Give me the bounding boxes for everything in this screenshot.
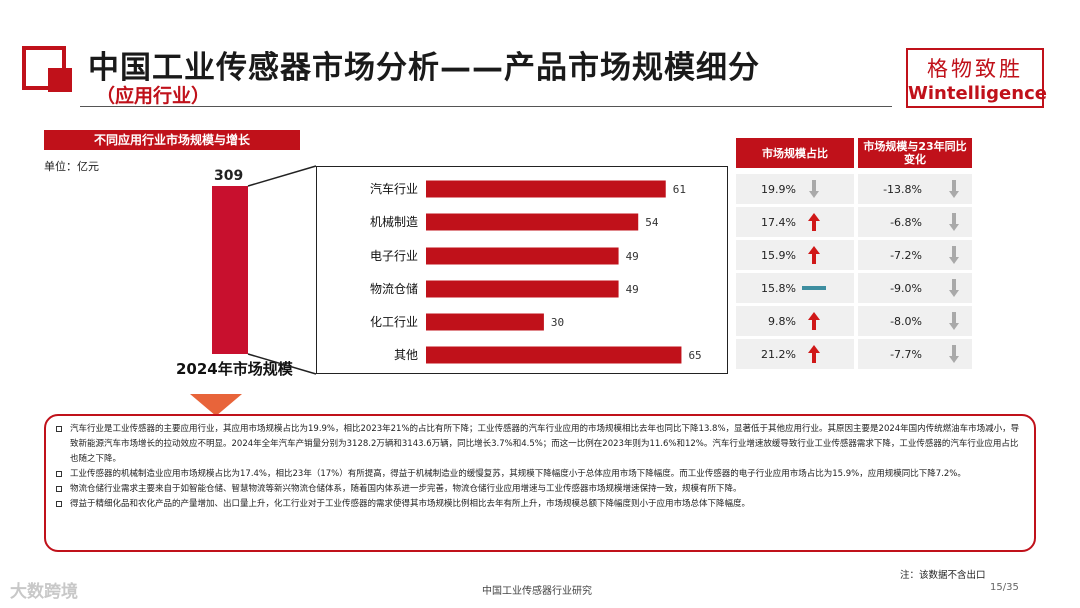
share-value: 15.8%	[761, 281, 796, 295]
bar-value-label: 61	[673, 183, 686, 196]
page-number: 15/35	[990, 582, 1019, 593]
bullet-icon	[56, 426, 62, 432]
total-bar	[212, 186, 248, 354]
share-value: 9.8%	[768, 314, 796, 328]
change-value: -6.8%	[890, 215, 922, 229]
note-item: 工业传感器的机械制造业应用市场规模占比为17.4%，相比23年（17%）有所提高…	[56, 467, 1020, 482]
category-label: 化工行业	[370, 315, 418, 329]
bar	[426, 346, 682, 364]
arrow-down-gray-icon	[942, 279, 966, 297]
table-cell-share: 17.4%	[736, 207, 854, 237]
down-arrow-icon	[190, 394, 242, 416]
table-cell-change: -7.2%	[858, 240, 972, 270]
note-item: 得益于精细化品和农化产品的产量增加、出口量上升，化工行业对于工业传感器的需求使得…	[56, 497, 1020, 512]
arrow-up-red-icon	[802, 312, 826, 330]
category-label: 其他	[394, 348, 418, 362]
bar	[426, 213, 639, 231]
arrow-up-red-icon	[802, 213, 826, 231]
category-label: 电子行业	[370, 249, 418, 263]
change-value: -8.0%	[890, 314, 922, 328]
change-value: -9.0%	[890, 281, 922, 295]
note-item: 汽车行业是工业传感器的主要应用行业，其应用市场规模占比为19.9%，相比2023…	[56, 422, 1020, 467]
table-cell-change: -8.0%	[858, 306, 972, 336]
table-header-change: 市场规模与23年同比变化	[858, 138, 972, 168]
category-label: 机械制造	[370, 214, 418, 229]
page-title: 中国工业传感器市场分析——产品市场规模细分	[88, 50, 760, 86]
table-cell-change: -6.8%	[858, 207, 972, 237]
table-cell-change: -13.8%	[858, 174, 972, 204]
arrow-down-gray-icon	[942, 180, 966, 198]
bullet-icon	[56, 471, 62, 477]
connector-line-bottom	[247, 353, 317, 375]
page-subtitle: （应用行业）	[96, 85, 211, 107]
bar-value-label: 30	[551, 316, 564, 329]
bar-value-label: 65	[688, 349, 701, 362]
brand-name-en: Wintelligence	[908, 83, 1047, 104]
category-label: 物流仓储	[370, 281, 418, 296]
change-value: -7.7%	[890, 347, 922, 361]
share-value: 21.2%	[761, 347, 796, 361]
table-cell-share: 21.2%	[736, 339, 854, 369]
note-item: 物流仓储行业需求主要来自于如智能仓储、智慧物流等新兴物流仓储体系，随着国内体系进…	[56, 482, 1020, 497]
category-label: 汽车行业	[370, 181, 418, 196]
footer-note: 注：该数据不含出口	[900, 570, 986, 581]
total-bar-label: 2024年市场规模	[176, 360, 293, 378]
bullet-icon	[56, 501, 62, 507]
bar-value-label: 49	[626, 283, 639, 296]
chart-unit: 单位：亿元	[44, 160, 99, 173]
table-header-share: 市场规模占比	[736, 138, 854, 168]
arrow-up-red-icon	[802, 345, 826, 363]
brand-logo: 格物致胜 Wintelligence	[906, 48, 1047, 108]
bar	[426, 247, 619, 265]
arrow-down-gray-icon	[942, 345, 966, 363]
share-value: 17.4%	[761, 215, 796, 229]
bar-value-label: 49	[626, 250, 639, 263]
table-cell-change: -7.7%	[858, 339, 972, 369]
table-cell-share: 19.9%	[736, 174, 854, 204]
logo-square-fill	[48, 68, 72, 92]
category-bars: 汽车行业 61 机械制造 54 电子行业 49 物流仓储 49 化工行业 30 其他 65	[370, 180, 702, 364]
change-value: -7.2%	[890, 248, 922, 262]
bar	[426, 280, 619, 298]
share-value: 15.9%	[761, 248, 796, 262]
table-cell-share: 9.8%	[736, 306, 854, 336]
flat-teal-icon	[802, 284, 826, 292]
arrow-down-gray-icon	[942, 312, 966, 330]
bar-value-label: 54	[645, 216, 659, 229]
arrow-up-red-icon	[802, 246, 826, 264]
bars-frame	[316, 166, 728, 374]
notes-box: 汽车行业是工业传感器的主要应用行业，其应用市场规模占比为19.9%，相比2023…	[44, 414, 1036, 552]
table-cell-share: 15.9%	[736, 240, 854, 270]
arrow-down-gray-icon	[942, 213, 966, 231]
connector-line-top	[247, 165, 317, 187]
bullet-icon	[56, 486, 62, 492]
source-watermark: 大数跨境	[10, 582, 78, 602]
change-value: -13.8%	[883, 182, 922, 196]
bar	[426, 180, 666, 198]
title-divider	[80, 106, 892, 107]
total-value-label: 309	[214, 168, 244, 184]
bar	[426, 313, 544, 331]
brand-name-cn: 格物致胜	[927, 57, 1023, 81]
table-cell-change: -9.0%	[858, 273, 972, 303]
footer-title: 中国工业传感器行业研究	[482, 586, 592, 597]
arrow-down-gray-icon	[802, 180, 826, 198]
arrow-down-gray-icon	[942, 246, 966, 264]
chart-title: 不同应用行业市场规模与增长	[44, 130, 300, 150]
share-value: 19.9%	[761, 182, 796, 196]
table-cell-share: 15.8%	[736, 273, 854, 303]
